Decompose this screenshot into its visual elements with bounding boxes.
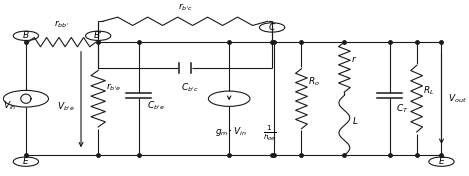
Text: $R_o$: $R_o$ xyxy=(308,76,320,88)
Text: C: C xyxy=(269,23,275,32)
Text: $V_{out}$: $V_{out}$ xyxy=(448,92,467,105)
Text: $L$: $L$ xyxy=(352,115,358,126)
Text: $V_{b'e}$: $V_{b'e}$ xyxy=(57,101,74,113)
Text: E: E xyxy=(439,157,444,166)
Text: $r_{b'c}$: $r_{b'c}$ xyxy=(178,1,193,13)
Text: $C_{b'c}$: $C_{b'c}$ xyxy=(181,81,198,94)
Text: $g_m \cdot V_{in}$: $g_m \cdot V_{in}$ xyxy=(215,125,248,138)
Text: B: B xyxy=(23,31,29,40)
Text: $\frac{1}{h_{oe}}$: $\frac{1}{h_{oe}}$ xyxy=(263,124,276,143)
Text: $C_{b'e}$: $C_{b'e}$ xyxy=(147,99,165,112)
Text: E: E xyxy=(23,157,29,166)
Text: $r_{bb'}$: $r_{bb'}$ xyxy=(54,19,70,30)
Text: $R_L$: $R_L$ xyxy=(423,84,434,97)
Text: $r$: $r$ xyxy=(351,54,357,64)
Text: $r_{b'e}$: $r_{b'e}$ xyxy=(106,81,121,93)
Text: $C_T$: $C_T$ xyxy=(396,102,409,115)
Text: $V_{in}$: $V_{in}$ xyxy=(3,99,17,112)
Text: B': B' xyxy=(94,31,103,40)
